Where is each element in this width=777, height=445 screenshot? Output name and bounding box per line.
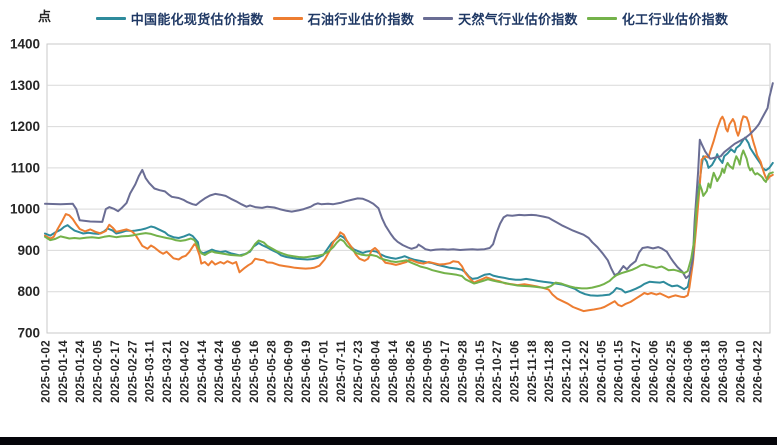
x-tick-label: 2025-09-28 [457,340,469,403]
y-tick-label: 900 [17,243,40,258]
x-tick-label: 2025-03-21 [162,340,174,403]
legend-item-oil-index: 石油行业估价指数 [272,9,415,28]
x-tick-label: 2025-04-24 [214,340,226,403]
x-tick-label: 2025-09-05 [423,340,435,403]
x-tick-label: 2025-08-14 [388,340,400,403]
x-tick-label: 2025-07-01 [318,340,330,403]
x-tick-label: 2025-12-22 [579,340,591,403]
x-tick-label: 2026-02-06 [648,340,660,403]
line-swatch-icon [586,16,617,20]
plot-border [46,43,771,334]
line-swatch-icon [272,16,303,20]
x-tick-label: 2026-03-06 [683,340,695,403]
x-tick-label: 2026-02-25 [666,340,678,403]
x-tick-label: 2025-05-28 [266,340,278,403]
x-tick-label: 2025-08-04 [371,340,383,403]
x-tick-label: 2025-03-11 [145,340,157,402]
x-tick-label: 2025-02-27 [127,340,139,403]
x-tick-label: 2025-01-24 [75,340,87,403]
series-line-2 [44,82,774,280]
x-tick-label: 2026-01-27 [631,340,643,403]
y-tick-label: 1000 [10,202,40,217]
x-tick-label: 2025-09-17 [440,340,452,403]
x-tick-label: 2025-11-18 [527,340,539,402]
y-tick-label: 1100 [11,160,40,175]
x-tick-label: 2025-10-27 [492,340,504,403]
x-tick-label: 2026-04-22 [753,340,765,403]
series-line-0 [44,136,774,297]
x-tick-label: 2026-01-05 [596,340,608,403]
y-tick-label: 1400 [10,37,40,52]
y-tick-label: 1300 [10,78,40,93]
x-tick-label: 2025-02-17 [110,340,122,403]
x-tick-label: 2026-03-30 [718,340,730,403]
x-tick-label: 2025-04-14 [197,340,209,403]
line-swatch-icon [95,16,126,20]
legend-item-chem-index: 化工行业估价指数 [586,9,729,28]
x-tick-label: 2025-06-09 [284,340,296,403]
x-tick-label: 2025-05-06 [232,340,244,403]
legend-label: 天然气行业估价指数 [458,11,578,27]
x-tick-label: 2025-06-19 [301,340,313,403]
x-tick-label: 2025-01-14 [58,340,70,403]
chart-legend: 中国能化现货估价指数 石油行业估价指数 天然气行业估价指数 化工行业估价指数 [47,8,777,28]
x-tick-label: 2025-01-02 [41,340,53,403]
legend-item-china-index: 中国能化现货估价指数 [95,9,264,28]
legend-item-gas-index: 天然气行业估价指数 [423,9,578,28]
y-axis-unit-label: 点 [38,9,52,24]
legend-label: 石油行业估价指数 [307,11,415,27]
x-tick-label: 2025-08-26 [405,340,417,403]
x-tick-label: 2026-04-10 [735,340,747,403]
x-tick-label: 2025-11-06 [509,340,521,402]
legend-label: 化工行业估价指数 [621,11,729,27]
x-tick-label: 2025-07-23 [353,340,365,403]
x-tick-label: 2025-04-02 [179,340,191,403]
x-tick-label: 2025-11-28 [544,340,556,402]
x-tick-label: 2026-03-18 [701,340,713,403]
x-tick-label: 2025-02-05 [93,340,105,403]
x-tick-label: 2025-10-15 [475,340,487,403]
series-line-3 [44,149,774,290]
x-tick-label: 2026-01-15 [614,340,626,403]
y-tick-label: 1200 [10,119,40,134]
footer-bar [0,437,777,445]
y-tick-label: 800 [17,284,40,299]
legend-label: 中国能化现货估价指数 [130,11,264,27]
x-tick-label: 2025-07-11 [336,340,348,402]
x-tick-label: 2025-05-16 [249,340,261,403]
series-line-1 [44,115,774,313]
y-tick-label: 700 [17,326,40,341]
x-tick-label: 2025-12-10 [562,340,574,403]
line-swatch-icon [423,16,454,20]
